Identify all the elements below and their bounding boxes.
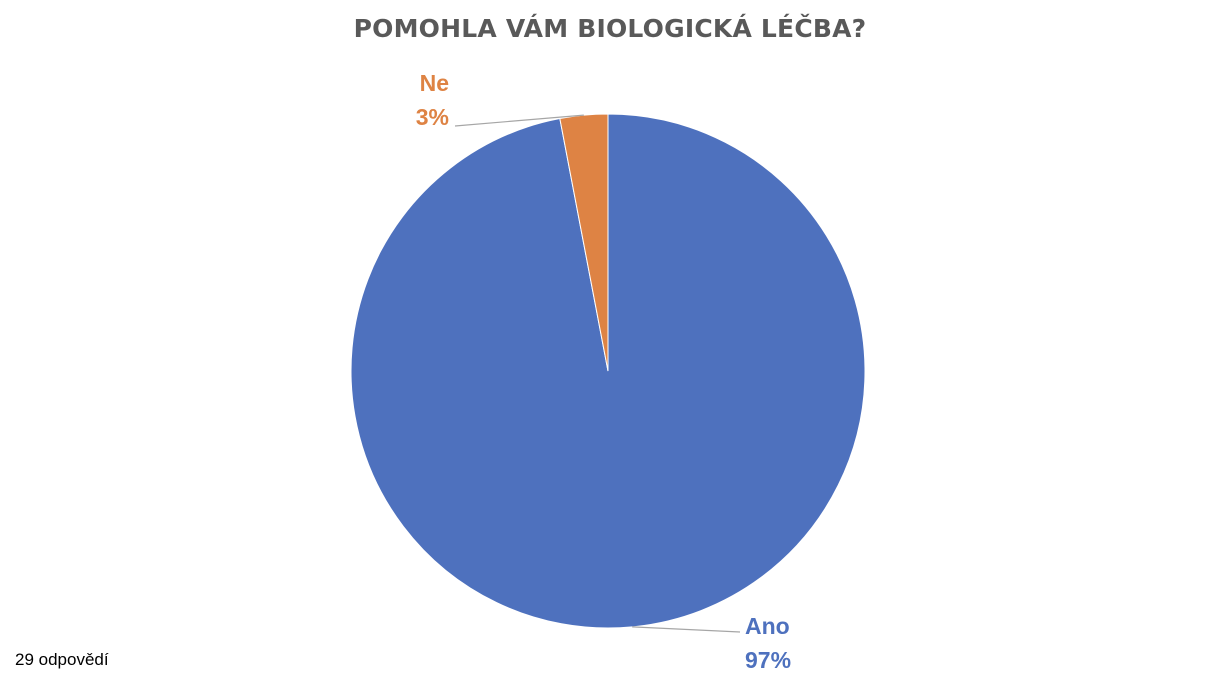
pie-slice-ne <box>559 113 609 372</box>
slice-category-label-ano: Ano <box>745 613 790 639</box>
slice-category-label-ne: Ne <box>420 70 449 96</box>
slice-value-label-ano: 97% <box>745 647 791 673</box>
slices-layer <box>350 113 866 629</box>
leader-line-ne <box>454 114 584 127</box>
labels-layer: Ano 97% Ne 3% <box>416 70 791 673</box>
response-count: 29 odpovědí <box>15 650 109 669</box>
slice-value-label-ne: 3% <box>416 104 449 130</box>
leader-line-ano <box>632 626 741 633</box>
chart-title: POMOHLA VÁM BIOLOGICKÁ LÉČBA? <box>353 14 867 43</box>
leader-lines-layer <box>454 114 741 633</box>
